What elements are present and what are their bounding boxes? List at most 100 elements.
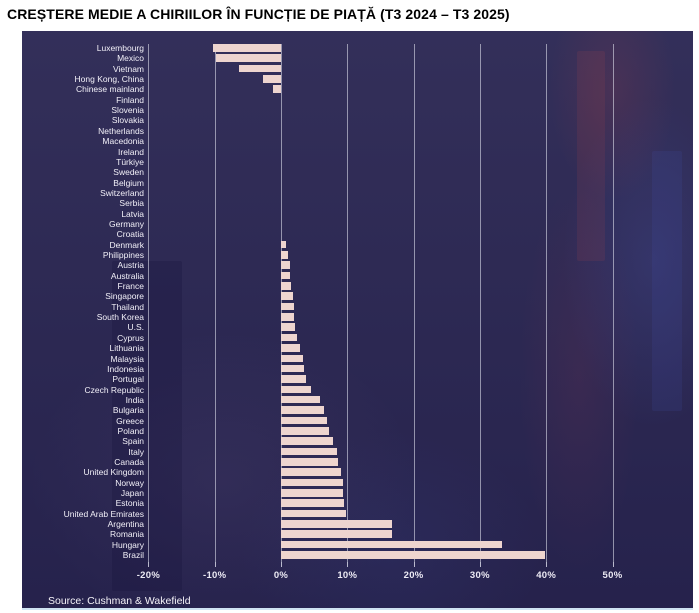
page-title: CREȘTERE MEDIE A CHIRIILOR ÎN FUNCȚIE DE… [7,6,510,22]
category-label: Switzerland [100,187,144,198]
category-label: Estonia [115,498,144,509]
chart-panel: -20% -10% 0% 10% 20% 30% 40% 50% Luxembourg Mexic… [22,31,693,610]
axis-tick [546,562,548,567]
bar [281,489,344,497]
category-label: Czech Republic [84,384,144,395]
gridline [479,44,481,562]
axis-tick-label: -20% [136,570,161,581]
gridline [347,44,349,562]
category-label: Romania [109,529,144,540]
category-label: Norway [115,477,144,488]
category-label: Slovakia [111,115,144,126]
category-label: Thailand [111,301,144,312]
bar [281,344,300,352]
category-label: Brazil [122,550,144,561]
axis-tick [148,562,150,567]
axis-tick [413,562,415,567]
category-label: Hong Kong, China [74,74,144,85]
bar [281,540,503,549]
category-label: Malaysia [110,353,144,364]
category-label: Finland [116,94,144,105]
category-label: Bulgaria [112,405,144,416]
bar [281,251,289,259]
bar [281,395,321,404]
category-label: Austria [117,260,144,271]
gridline [214,44,216,562]
gridline [413,44,415,562]
bar [281,406,325,414]
category-label: Cyprus [117,332,144,343]
bar [281,364,304,373]
bar [281,499,344,507]
bar [281,292,293,300]
category-label: Luxembourg [96,43,144,53]
category-label: Singapore [105,291,144,302]
bar [281,354,303,363]
bar [263,75,281,83]
axis-tick-label: 10% [337,570,358,581]
category-label: Hungary [111,539,144,550]
category-label: South Korea [96,312,144,323]
bar [281,551,545,559]
axis-tick [347,562,349,567]
category-label: France [117,281,144,292]
category-label: Philippines [102,250,144,260]
category-label: United Kingdom [83,467,144,478]
bar [281,478,343,487]
neon-sign-decor [652,151,682,411]
category-label: Portugal [112,374,144,385]
category-label: Macedonia [102,136,144,147]
category-label: Mexico [117,53,144,64]
category-label: Latvia [121,208,144,219]
bar [281,375,306,383]
bar [281,240,287,249]
axis-tick-label: 30% [469,570,490,581]
category-label: India [125,394,144,405]
gridline [546,44,548,562]
category-label: United Arab Emirates [63,508,144,519]
bar [281,302,295,311]
category-label: Ireland [118,146,144,157]
bar [281,426,330,435]
bar [281,333,297,342]
axis-tick-label: 0% [273,570,289,581]
bar [216,54,281,62]
category-label: Greece [116,415,144,426]
axis-tick-label: 40% [536,570,557,581]
category-label: Poland [117,425,144,436]
category-label: Serbia [119,198,144,209]
bar [281,437,334,445]
category-label: U.S. [127,322,144,333]
bar [281,416,328,425]
bar [281,385,311,394]
category-label: Türkiye [116,156,144,167]
category-label: Chinese mainland [75,84,144,95]
bar [281,282,291,290]
category-label: Germany [109,218,144,229]
bar [281,447,338,456]
bar [213,44,281,52]
category-label: Croatia [116,229,144,240]
category-label: Japan [120,488,144,499]
axis-tick [479,562,481,567]
gridline [148,44,150,562]
bar [273,85,281,93]
source-label: Source: Cushman & Wakefield [48,595,191,607]
axis-tick [612,562,614,567]
category-label: Belgium [113,177,144,188]
category-label: Vietnam [112,63,144,74]
bar [281,520,393,528]
bar [281,271,291,280]
bar [281,313,295,321]
bar [281,458,339,466]
bar [238,64,281,73]
bar [281,509,346,518]
axis-tick [281,562,282,567]
bar [281,323,295,332]
category-label: Denmark [109,239,144,250]
category-label: Australia [110,270,144,281]
axis-tick-label: 20% [403,570,424,581]
category-label: Sweden [113,167,144,178]
neon-sign-decor [577,51,605,261]
